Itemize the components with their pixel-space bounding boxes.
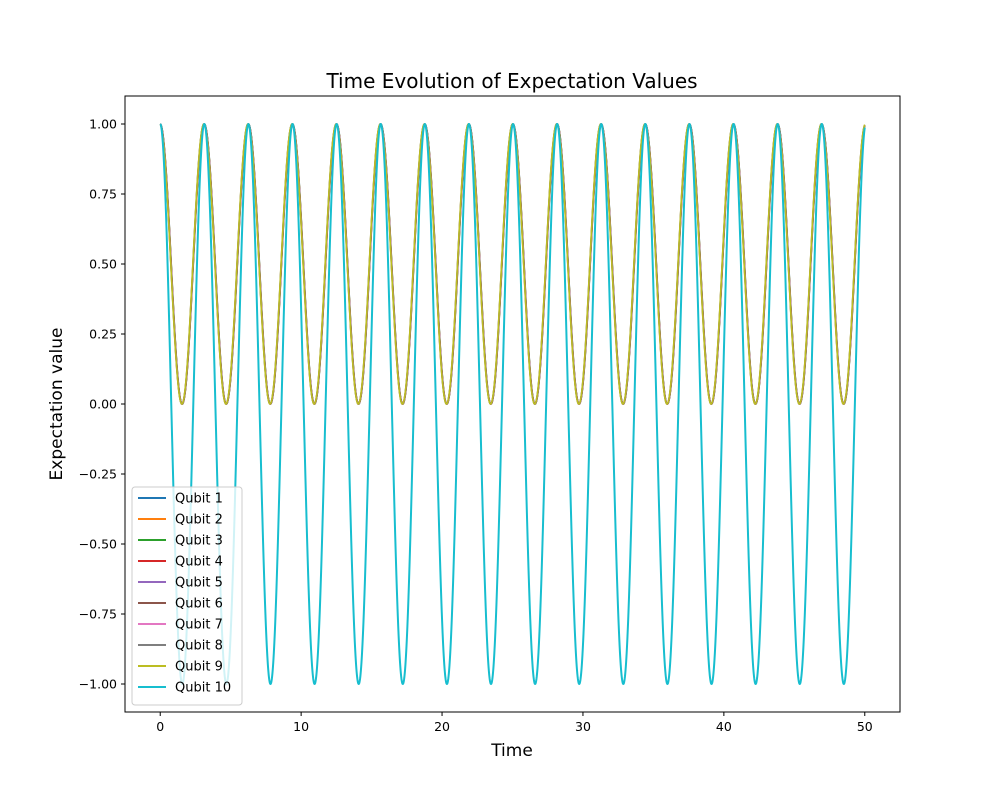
x-tick-label: 50 bbox=[857, 719, 873, 734]
chart-title: Time Evolution of Expectation Values bbox=[325, 69, 697, 93]
legend-entry: Qubit 7 bbox=[175, 618, 223, 633]
x-tick-label: 20 bbox=[434, 719, 450, 734]
legend-entry: Qubit 5 bbox=[175, 576, 223, 591]
y-tick-label: 1.00 bbox=[89, 117, 117, 132]
legend-entry: Qubit 2 bbox=[175, 513, 223, 528]
legend-entry: Qubit 9 bbox=[175, 660, 223, 675]
x-axis-label: Time bbox=[490, 741, 533, 761]
series-layer bbox=[159, 123, 866, 685]
y-tick-label: −0.50 bbox=[79, 537, 117, 552]
x-tick-label: 30 bbox=[575, 719, 591, 734]
legend-entry: Qubit 4 bbox=[175, 555, 223, 570]
y-axis: −1.00 −0.75 −0.50 −0.25 0.00 0.25 0.50 0.75 1.00 bbox=[79, 117, 125, 692]
x-tick-label: 0 bbox=[156, 719, 164, 734]
legend-entry: Qubit 10 bbox=[175, 681, 231, 696]
y-tick-label: 0.50 bbox=[89, 257, 117, 272]
x-tick-label: 40 bbox=[716, 719, 732, 734]
legend-entry: Qubit 1 bbox=[175, 492, 223, 507]
series-line-qubit-10 bbox=[159, 123, 866, 685]
y-tick-label: 0.75 bbox=[89, 187, 117, 202]
x-axis: 0 10 20 30 40 50 bbox=[156, 712, 873, 734]
y-axis-label: Expectation value bbox=[47, 328, 67, 481]
legend-entry: Qubit 3 bbox=[175, 534, 223, 549]
legend-entry: Qubit 6 bbox=[175, 597, 223, 612]
legend-box bbox=[131, 486, 243, 706]
y-tick-label: −1.00 bbox=[79, 677, 117, 692]
y-tick-label: 0.00 bbox=[89, 397, 117, 412]
legend: Qubit 1 Qubit 2 Qubit 3 Qubit 4 Qubit 5 Qubit… bbox=[131, 486, 243, 706]
y-tick-label: −0.75 bbox=[79, 607, 117, 622]
y-tick-label: −0.25 bbox=[79, 467, 117, 482]
legend-entry: Qubit 8 bbox=[175, 639, 223, 654]
x-tick-label: 10 bbox=[293, 719, 309, 734]
y-tick-label: 0.25 bbox=[89, 327, 117, 342]
